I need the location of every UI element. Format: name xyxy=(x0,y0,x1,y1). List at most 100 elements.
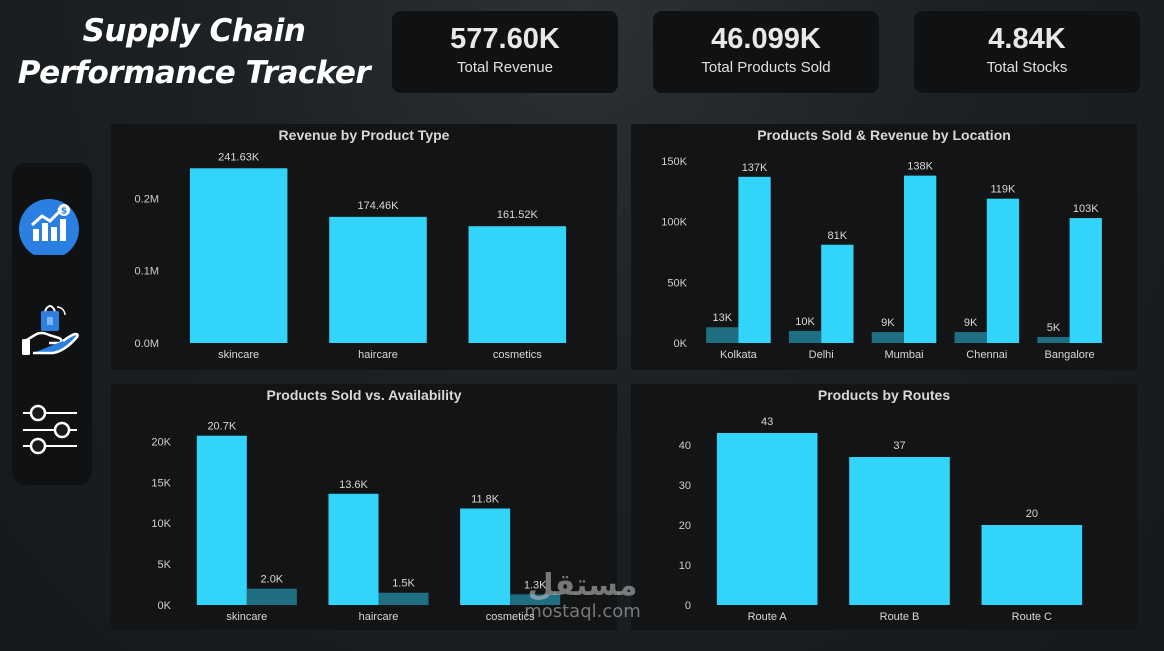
data-label: 174.46K xyxy=(358,200,400,212)
nav-filters-button[interactable] xyxy=(19,393,85,459)
kpi-value: 4.84K xyxy=(988,23,1066,55)
y-tick-label: 5K xyxy=(158,559,172,571)
x-tick-label: Route C xyxy=(1012,611,1052,623)
x-tick-label: skincare xyxy=(218,349,259,361)
bar xyxy=(246,588,297,605)
y-tick-label: 0K xyxy=(674,338,688,350)
bar-chart-svg: 0.0M 0.1M 0.2M skincare 241.63K haircare 174.4… xyxy=(135,151,567,361)
hand-shopping-bag-icon xyxy=(22,305,79,355)
x-tick-label: Route A xyxy=(748,611,788,623)
chart-products-sold-revenue-by-location: Products Sold & Revenue by Location 0K 50… xyxy=(631,124,1137,370)
title-line-2: Performance Tracker xyxy=(17,55,371,91)
y-tick-label: 15K xyxy=(151,477,171,489)
data-label: 1.3K xyxy=(524,579,547,591)
nav-products-button[interactable] xyxy=(19,297,85,363)
x-tick-label: Route B xyxy=(880,611,920,623)
y-tick-label: 10K xyxy=(151,518,171,530)
kpi-label: Total Stocks xyxy=(986,59,1068,76)
y-tick-label: 20 xyxy=(679,520,691,532)
y-tick-label: 0.2M xyxy=(135,193,159,205)
y-tick-label: 10 xyxy=(679,560,691,572)
sidebar-nav: $ xyxy=(12,163,92,485)
data-label: 2.0K xyxy=(261,574,284,586)
chart-products-by-routes: Products by Routes 0 10 20 30 40 Route A 43 Rou… xyxy=(631,384,1137,630)
data-label: 103K xyxy=(1073,203,1099,215)
bar xyxy=(821,244,854,343)
data-label: 5K xyxy=(1047,322,1061,334)
bar xyxy=(329,216,427,343)
title-line-1: Supply Chain xyxy=(82,13,306,49)
bar xyxy=(1037,336,1070,343)
bar xyxy=(706,327,739,343)
kpi-label: Total Revenue xyxy=(457,59,553,76)
bar xyxy=(510,594,561,605)
kpi-card-total-stocks: 4.84K Total Stocks xyxy=(914,11,1140,93)
nav-revenue-button[interactable]: $ xyxy=(19,189,85,259)
bar xyxy=(716,433,818,605)
bar xyxy=(986,198,1020,343)
data-label: 9K xyxy=(881,317,895,329)
y-tick-label: 0.1M xyxy=(135,266,159,278)
y-tick-label: 50K xyxy=(667,277,687,289)
y-tick-label: 150K xyxy=(661,156,687,168)
bar xyxy=(328,493,379,605)
kpi-value: 46.099K xyxy=(711,23,821,55)
data-label: 13K xyxy=(712,312,732,324)
svg-text:$: $ xyxy=(61,207,67,217)
x-tick-label: haircare xyxy=(358,349,398,361)
kpi-label: Total Products Sold xyxy=(701,59,831,76)
data-label: 241.63K xyxy=(218,151,260,163)
bar-chart-svg: 0K 50K 100K 150K Kolkata 13K 137K Delhi 10K 81K Mu… xyxy=(661,156,1102,361)
x-tick-label: Bangalore xyxy=(1045,349,1095,361)
y-tick-label: 100K xyxy=(661,217,687,229)
data-label: 81K xyxy=(828,230,848,242)
bar xyxy=(460,508,511,605)
data-label: 119K xyxy=(991,184,1017,196)
data-label: 137K xyxy=(742,162,768,174)
data-label: 20 xyxy=(1026,508,1038,520)
bar xyxy=(871,332,904,343)
data-label: 11.8K xyxy=(471,494,500,506)
chart-products-sold-vs-availability: Products Sold vs. Availability 0K 5K 10K 15… xyxy=(111,384,617,630)
x-tick-label: haircare xyxy=(359,611,399,623)
data-label: 9K xyxy=(964,317,978,329)
y-tick-label: 40 xyxy=(679,440,691,452)
x-tick-label: Chennai xyxy=(966,349,1007,361)
kpi-card-total-products-sold: 46.099K Total Products Sold xyxy=(653,11,879,93)
bar xyxy=(378,592,429,605)
bar xyxy=(468,226,567,343)
y-tick-label: 0 xyxy=(685,600,691,612)
chart-title: Products Sold vs. Availability xyxy=(266,387,462,403)
kpi-card-total-revenue: 577.60K Total Revenue xyxy=(392,11,618,93)
dashboard-title: Supply Chain Performance Tracker xyxy=(14,10,374,94)
chart-title: Products Sold & Revenue by Location xyxy=(757,127,1011,143)
bar xyxy=(738,176,771,343)
y-tick-label: 0.0M xyxy=(135,338,159,350)
y-tick-label: 20K xyxy=(151,436,171,448)
bar xyxy=(981,525,1083,605)
x-tick-label: cosmetics xyxy=(493,349,542,361)
data-label: 43 xyxy=(761,416,773,428)
bar-chart-svg: 0 10 20 30 40 Route A 43 Route B 37 Route C 20 xyxy=(679,416,1083,623)
bar-chart-svg: 0K 5K 10K 15K 20K skincare 20.7K 2.0K haircare 13… xyxy=(151,421,561,623)
chart-title: Products by Routes xyxy=(817,387,951,403)
bar xyxy=(189,168,288,343)
x-tick-label: Delhi xyxy=(809,349,834,361)
x-tick-label: Mumbai xyxy=(884,349,923,361)
bar xyxy=(1069,218,1102,343)
y-tick-label: 30 xyxy=(679,480,691,492)
x-tick-label: cosmetics xyxy=(486,611,535,623)
x-tick-label: Kolkata xyxy=(720,349,758,361)
x-tick-label: skincare xyxy=(226,611,267,623)
data-label: 13.6K xyxy=(339,479,368,491)
data-label: 138K xyxy=(907,161,933,173)
data-label: 161.52K xyxy=(497,209,539,221)
data-label: 10K xyxy=(795,316,815,328)
bar xyxy=(788,330,822,343)
data-label: 20.7K xyxy=(207,421,236,433)
sliders-filter-icon xyxy=(23,404,77,455)
chart-revenue-by-product-type: Revenue by Product Type 0.0M 0.1M 0.2M skin… xyxy=(111,124,617,370)
y-tick-label: 0K xyxy=(158,600,172,612)
data-label: 1.5K xyxy=(392,578,415,590)
bar xyxy=(196,435,247,605)
